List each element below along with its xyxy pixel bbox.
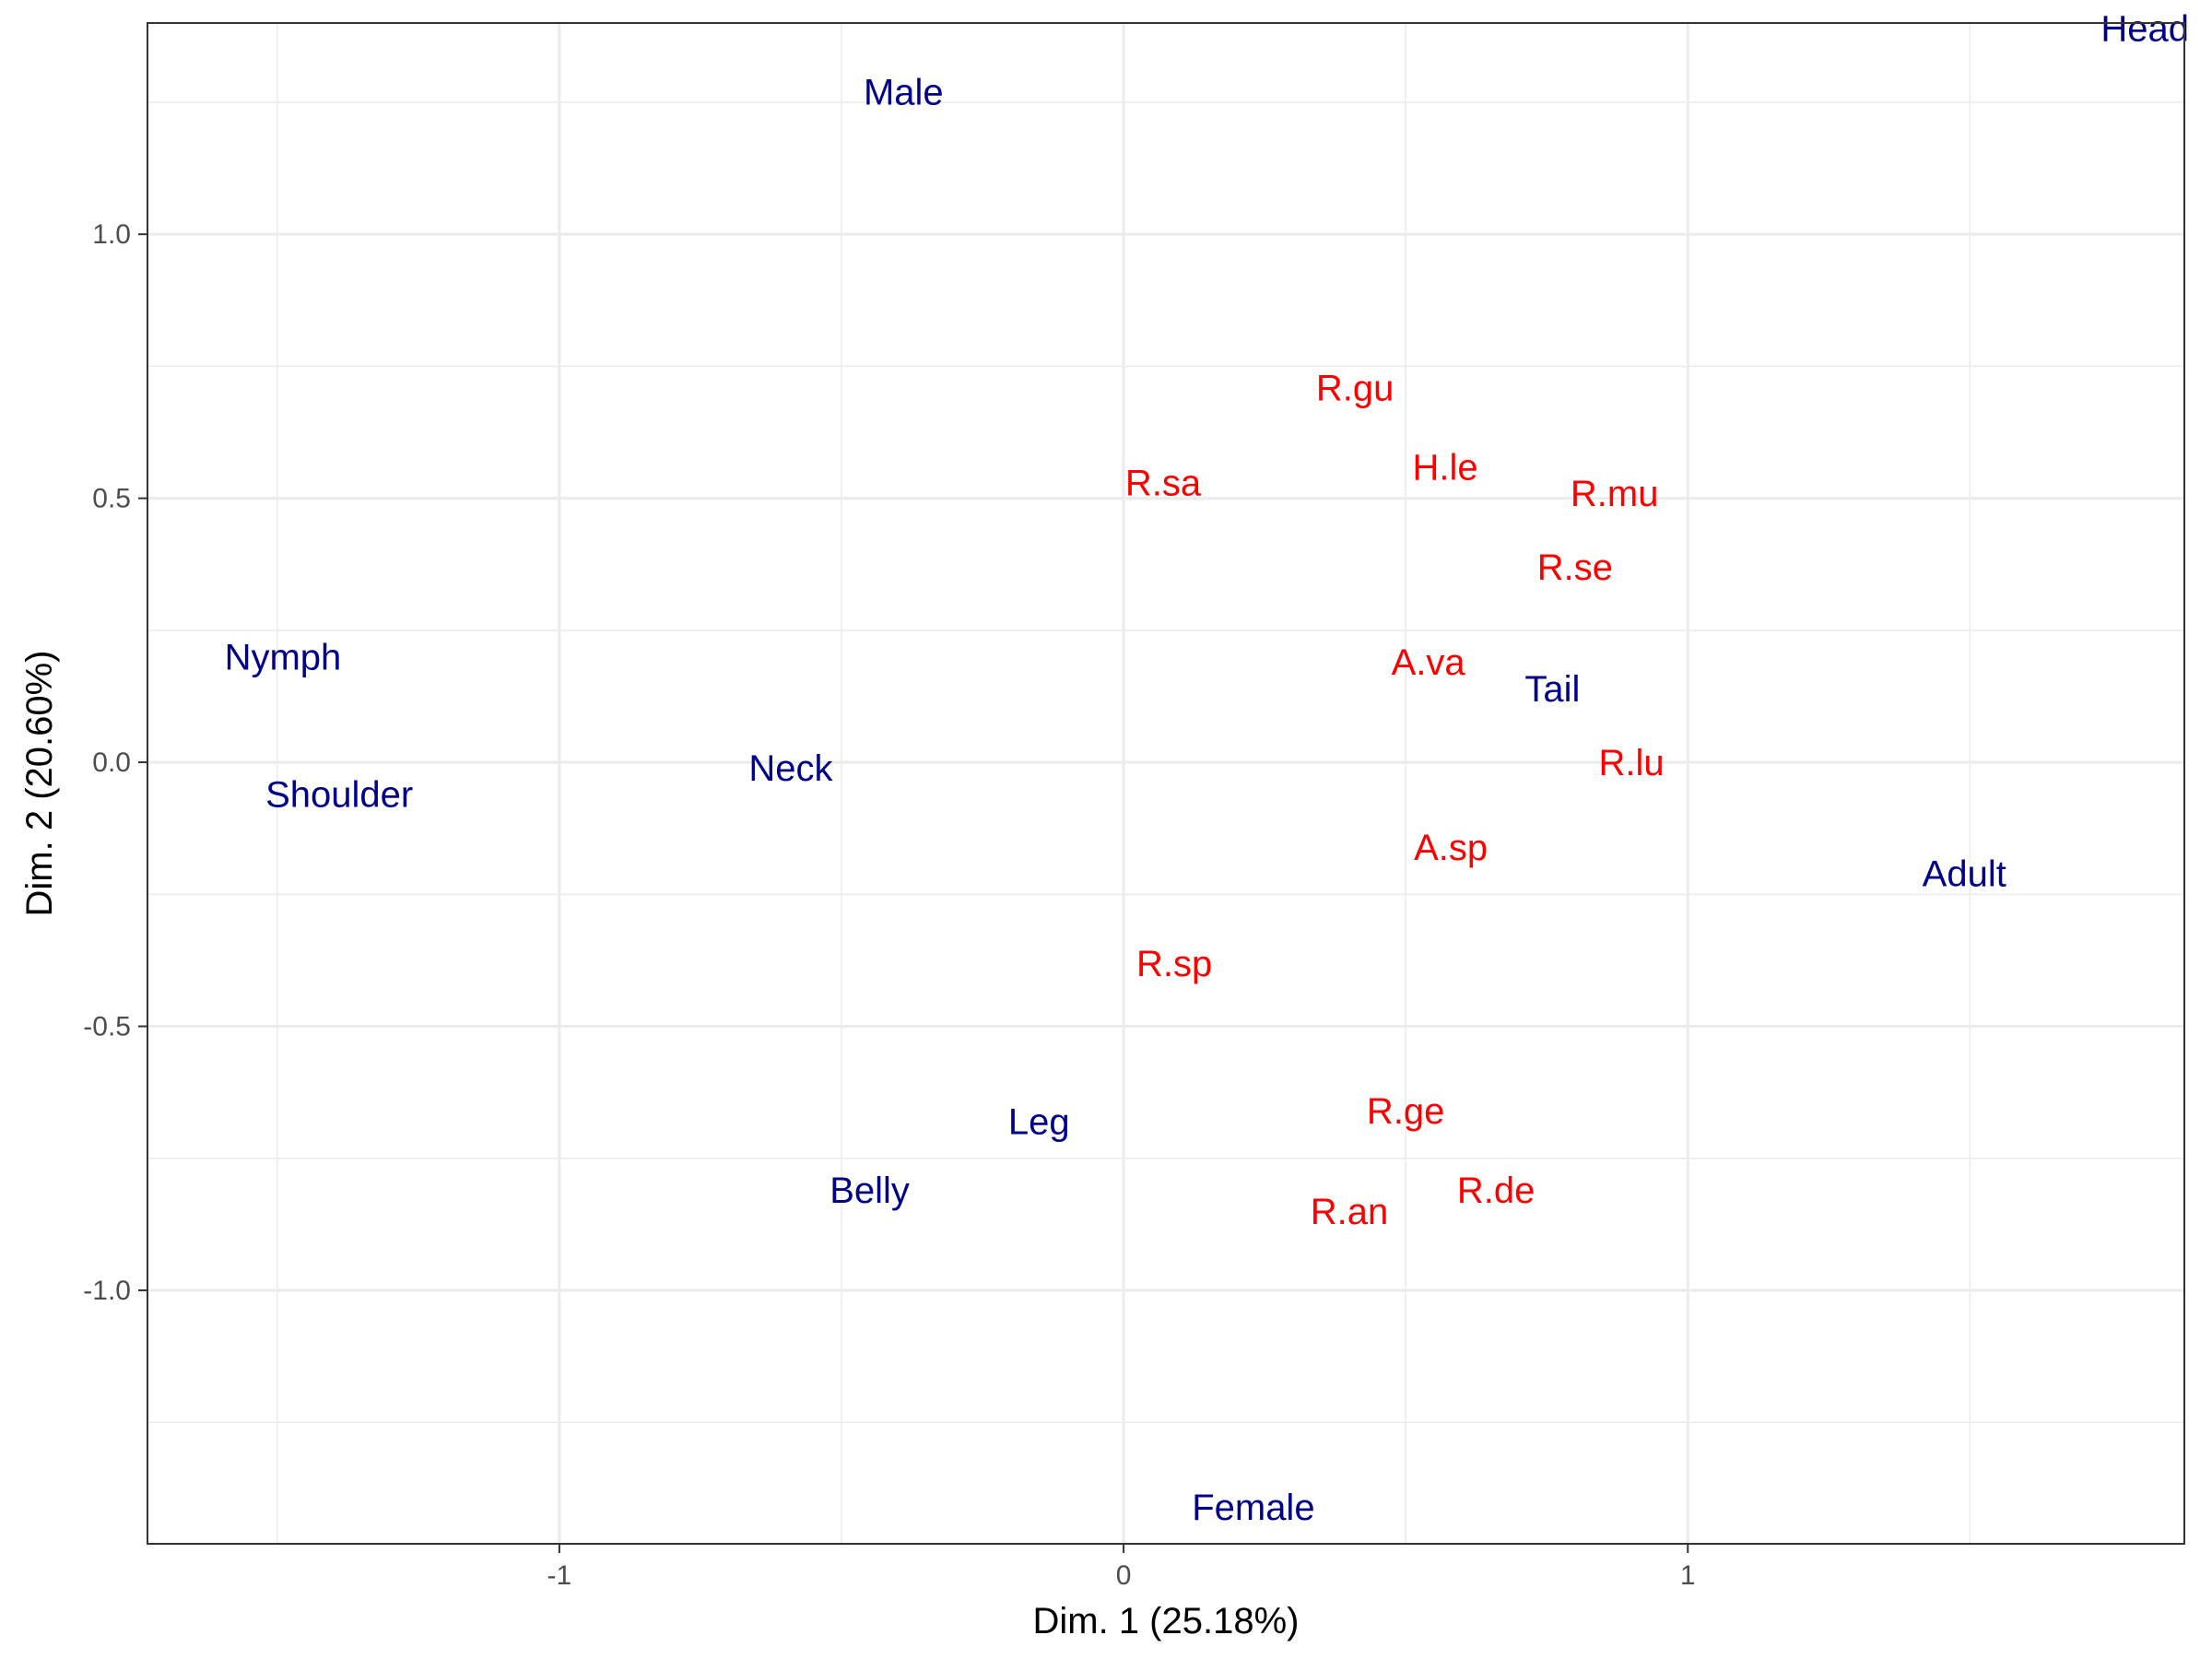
y-tick-label: 0.5: [92, 484, 131, 514]
x-tick-label: 0: [1116, 1560, 1132, 1591]
point-label-shoulder: Shoulder: [265, 774, 413, 815]
point-labels: Head Male Nymph Shoulder Neck Tail Adult Leg Bel…: [225, 9, 2189, 1528]
point-label-h-le: H.le: [1412, 447, 1477, 488]
point-label-female: Female: [1192, 1488, 1314, 1528]
y-tick-label: 1.0: [92, 219, 131, 250]
point-label-belly: Belly: [830, 1171, 910, 1211]
y-tick-label: -0.5: [83, 1012, 131, 1042]
point-label-a-sp: A.sp: [1414, 828, 1488, 868]
y-axis-title: Dim. 2 (20.60%): [19, 651, 60, 917]
point-label-male: Male: [864, 72, 944, 112]
x-axis-title: Dim. 1 (25.18%): [1033, 1601, 1300, 1641]
y-tick-label: -1.0: [83, 1276, 131, 1306]
point-label-r-an: R.an: [1311, 1192, 1389, 1232]
point-label-leg: Leg: [1008, 1102, 1070, 1143]
x-tick-label: 1: [1680, 1560, 1696, 1591]
panel-border: [147, 22, 2185, 1545]
point-label-neck: Neck: [748, 748, 833, 789]
point-label-r-gu: R.gu: [1316, 368, 1394, 408]
y-tick-label: 0.0: [92, 747, 131, 778]
point-label-r-se: R.se: [1537, 547, 1613, 588]
point-label-r-lu: R.lu: [1598, 743, 1664, 783]
point-label-r-ge: R.ge: [1367, 1091, 1445, 1132]
point-label-tail: Tail: [1524, 669, 1580, 710]
x-tick-label: -1: [547, 1560, 572, 1591]
minor-gridlines: [147, 23, 2184, 1544]
major-gridlines: [147, 23, 2184, 1544]
point-label-head: Head: [2100, 9, 2189, 50]
point-label-r-sa: R.sa: [1125, 463, 1202, 503]
point-label-r-de: R.de: [1457, 1171, 1535, 1211]
point-label-a-va: A.va: [1392, 642, 1466, 683]
point-label-adult: Adult: [1923, 853, 2006, 894]
y-axis: -1.0 -0.5 0.0 0.5 1.0: [83, 219, 147, 1306]
point-label-nymph: Nymph: [225, 638, 342, 678]
x-axis: -1 0 1: [547, 1544, 1696, 1591]
point-label-r-mu: R.mu: [1571, 474, 1659, 514]
point-label-r-sp: R.sp: [1136, 944, 1212, 984]
